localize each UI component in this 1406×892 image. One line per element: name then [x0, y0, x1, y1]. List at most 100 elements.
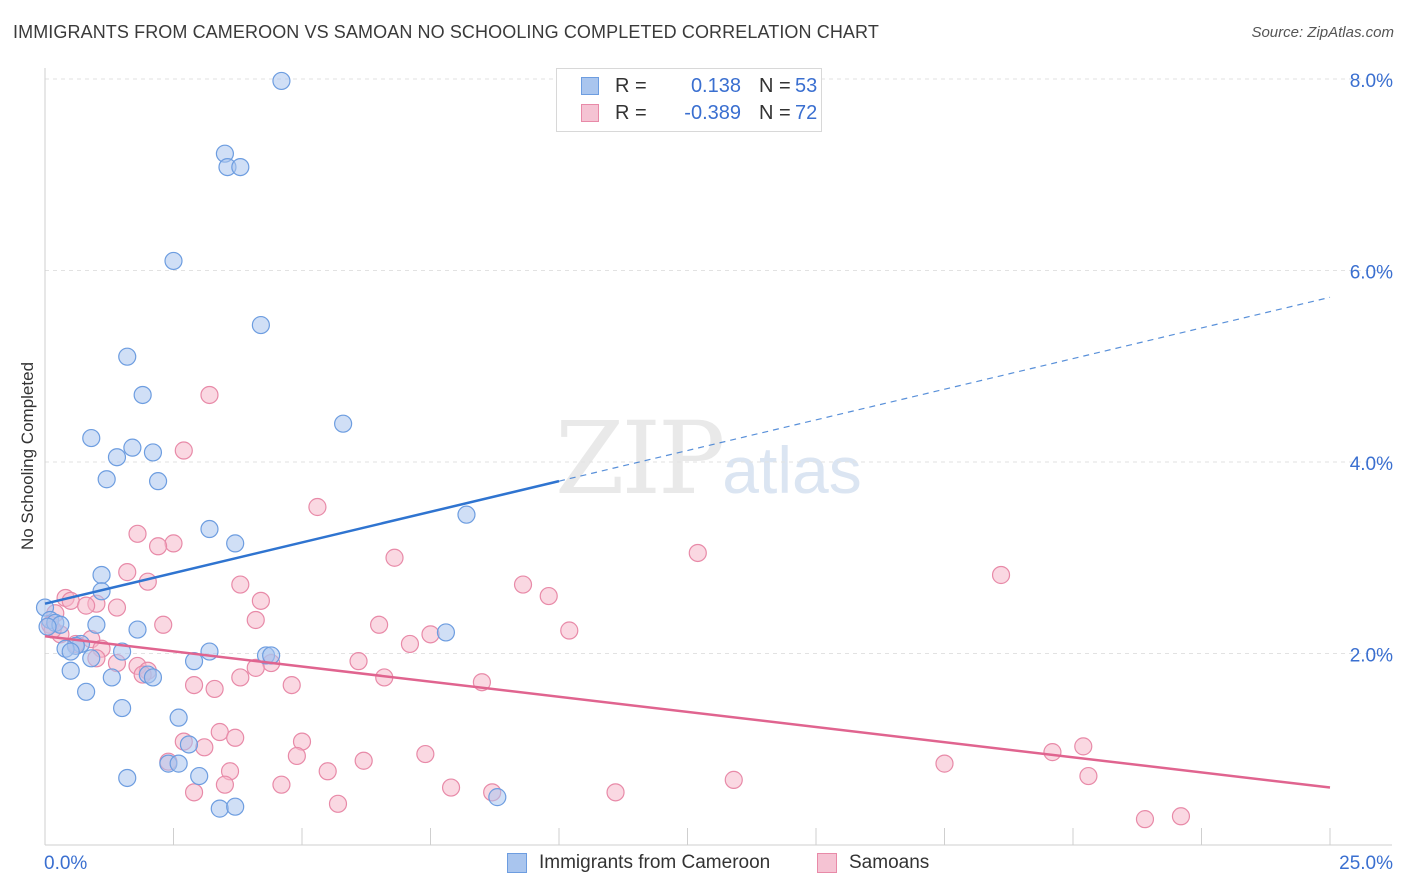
bottom-legend-swatch-samoans [817, 853, 837, 873]
cameroon-point [169, 754, 188, 773]
samoan-point [282, 675, 301, 695]
samoan-point [513, 575, 533, 594]
cameroon-point [123, 438, 142, 457]
cameroon-point [82, 428, 101, 448]
cameroon-point [102, 668, 121, 687]
source-label: Source: ZipAtlas.com [1251, 24, 1394, 41]
legend-n-label: N = [759, 75, 791, 97]
watermark-zip: ZIP [555, 400, 725, 517]
cameroon-point [272, 71, 291, 91]
y-tick-label: 4.0% [1350, 454, 1393, 475]
cameroon-point [164, 251, 183, 271]
cameroon-point [82, 649, 101, 668]
cameroon-point [118, 768, 137, 788]
samoan-point [210, 722, 229, 742]
cameroon-point [226, 534, 245, 553]
samoan-point [991, 565, 1011, 585]
samoan-point [272, 775, 291, 794]
cameroon-point [231, 157, 250, 177]
samoan-point [246, 610, 265, 630]
legend-n-value: 72 [795, 102, 818, 124]
watermark-atlas: atlas [722, 433, 862, 507]
legend-swatch-cameroon [581, 77, 599, 95]
samoan-point [231, 668, 250, 687]
samoan-point [416, 744, 435, 764]
samoan-point [539, 586, 558, 606]
cameroon-point [210, 799, 229, 818]
samoan-point [441, 778, 461, 797]
y-tick-label: 2.0% [1350, 646, 1393, 667]
samoan-point [195, 738, 214, 757]
cameroon-point [97, 470, 116, 489]
cameroon-point [133, 385, 152, 405]
samoan-point [215, 775, 234, 794]
cameroon-point [112, 642, 132, 661]
samoan-point [1043, 743, 1062, 762]
samoan-point [128, 524, 147, 543]
samoan-point [246, 658, 265, 677]
cameroon-point [143, 443, 163, 462]
cameroon-point [61, 642, 80, 661]
bottom-legend-label-cameroon: Immigrants from Cameroon [539, 852, 771, 873]
samoan-point [370, 615, 389, 634]
samoan-point [349, 652, 368, 671]
cameroon-point [169, 708, 188, 727]
cameroon-point [107, 448, 127, 467]
samoan-point [1079, 766, 1098, 786]
cameroon-point [112, 698, 132, 718]
x-tick-label: 25.0% [1339, 853, 1393, 874]
samoan-point [77, 596, 96, 615]
legend-n-label: N = [759, 102, 791, 124]
legend-r-label: R = [615, 102, 647, 124]
samoan-trend-line [44, 635, 1331, 789]
samoan-point [148, 537, 168, 556]
cameroon-point [190, 766, 209, 786]
samoan-point [724, 770, 743, 789]
samoan-point [400, 634, 420, 654]
samoan-point [118, 563, 137, 582]
samoan-point [107, 598, 127, 617]
cameroon-point [200, 519, 219, 539]
legend-r-label: R = [615, 75, 647, 97]
cameroon-point [457, 505, 476, 524]
cameroon-point [118, 347, 137, 366]
legend-r-value: 0.138 [690, 75, 741, 97]
samoan-point [287, 746, 306, 766]
samoan-point [560, 621, 579, 640]
stats-legend: R = 0.138 N = 53 R = -0.389 N = 72 [556, 68, 822, 132]
watermark: ZIPatlas [555, 400, 862, 517]
samoan-point [421, 625, 440, 644]
legend-n-value: 53 [795, 75, 818, 97]
samoan-point [354, 751, 373, 770]
cameroon-point [61, 661, 80, 680]
bottom-legend-label-samoans: Samoans [849, 852, 930, 873]
samoan-point [154, 615, 173, 634]
samoan-point [200, 385, 219, 405]
legend-r-value: -0.389 [684, 102, 741, 124]
y-axis-title: No Schooling Completed [18, 361, 37, 551]
cameroon-point [92, 565, 111, 585]
samoan-point [226, 728, 245, 747]
cameroon-point [334, 414, 353, 433]
samoan-point [935, 754, 954, 773]
y-tick-label: 6.0% [1350, 263, 1393, 284]
samoan-point [205, 679, 224, 699]
cameroon-point [143, 668, 163, 687]
legend-swatch-samoans [581, 104, 599, 122]
samoan-point [318, 762, 337, 781]
samoan-point [164, 534, 183, 553]
samoan-point [328, 794, 348, 813]
cameroon-point [179, 735, 199, 754]
samoan-point [1135, 810, 1155, 829]
bottom-legend-swatch-cameroon [507, 853, 527, 873]
cameroon-trend-extension [558, 296, 1331, 482]
samoan-point [251, 591, 270, 610]
samoan-point [174, 441, 193, 460]
y-tick-label: 8.0% [1350, 71, 1393, 92]
cameroon-point [226, 797, 245, 816]
chart-title: IMMIGRANTS FROM CAMEROON VS SAMOAN NO SC… [13, 22, 879, 42]
samoan-point [1171, 807, 1191, 826]
cameroon-trend-line [44, 479, 560, 605]
samoan-point [1074, 737, 1093, 756]
